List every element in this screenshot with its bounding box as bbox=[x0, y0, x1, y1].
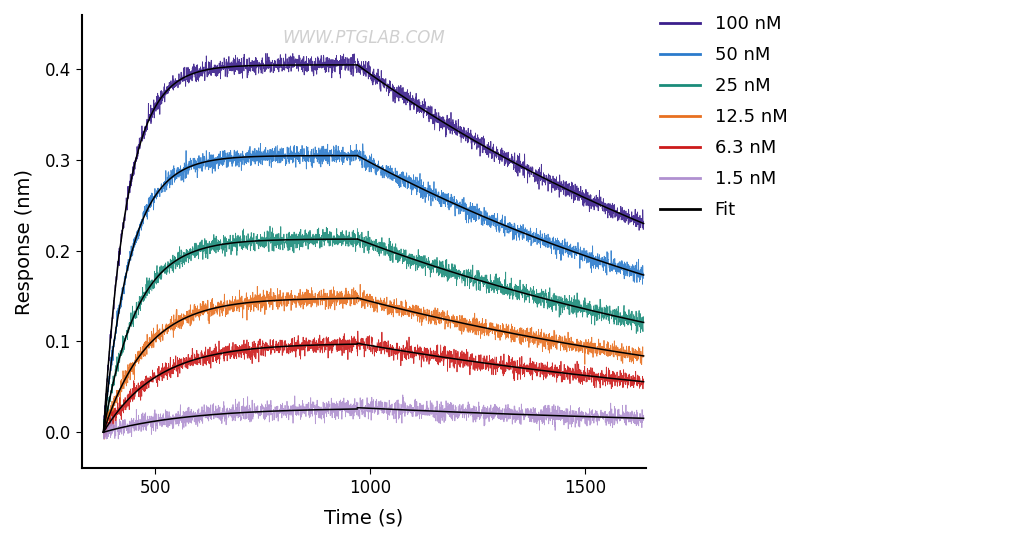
Text: WWW.PTGLAB.COM: WWW.PTGLAB.COM bbox=[282, 29, 445, 47]
Legend: 100 nM, 50 nM, 25 nM, 12.5 nM, 6.3 nM, 1.5 nM, Fit: 100 nM, 50 nM, 25 nM, 12.5 nM, 6.3 nM, 1… bbox=[660, 15, 787, 219]
Y-axis label: Response (nm): Response (nm) bbox=[15, 169, 34, 315]
X-axis label: Time (s): Time (s) bbox=[324, 508, 403, 527]
